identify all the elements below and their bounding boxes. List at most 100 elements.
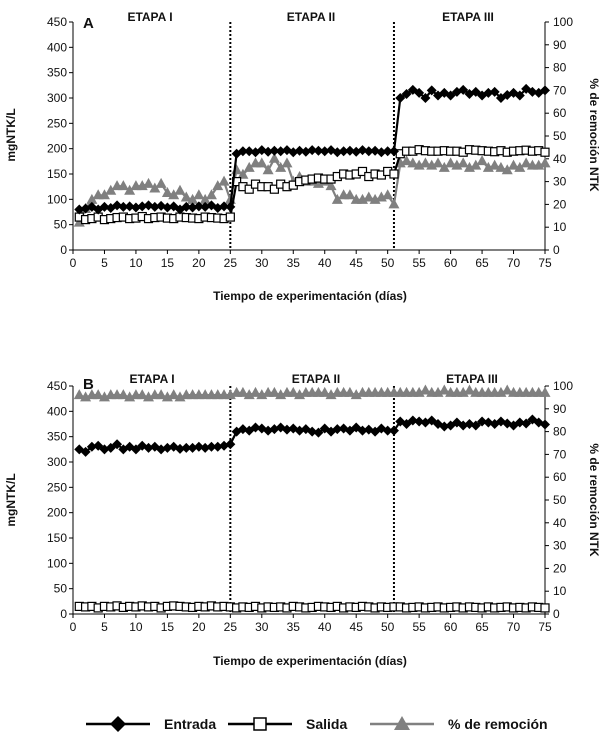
panel-a-y2-tick-label: 60 xyxy=(553,106,567,120)
panel-a-y-tick-label: 350 xyxy=(47,66,67,80)
legend-entry-salida: Salida xyxy=(228,716,347,732)
panel-a-remocion-point xyxy=(193,189,204,199)
panel-b-x-tick-label: 55 xyxy=(412,620,426,634)
panel-a-y-tick-label: 300 xyxy=(47,91,67,105)
panel-b-x-axis-label: Tiempo de experimentación (días) xyxy=(213,654,407,668)
panel-a-y-tick-label: 400 xyxy=(47,40,67,54)
panel-b-x-tick-label: 30 xyxy=(255,620,269,634)
panel-b-y2-tick-label: 40 xyxy=(553,516,567,530)
panel-a-x-tick-label: 50 xyxy=(381,256,395,270)
panel-a-x-tick-label: 5 xyxy=(101,256,108,270)
panel-b-series-triangle xyxy=(74,385,551,402)
panel-b-y-tick-label: 150 xyxy=(47,531,67,545)
panel-a-x-tick-label: 65 xyxy=(475,256,489,270)
panel-b-x-tick-label: 10 xyxy=(129,620,143,634)
panel-a-x-tick-label: 15 xyxy=(161,256,175,270)
panel-b-y-tick-label: 300 xyxy=(47,455,67,469)
panel-a-remocion-point xyxy=(219,176,230,186)
panel-a-y2-tick-label: 10 xyxy=(553,220,567,234)
panel-a-remocion-point xyxy=(458,157,469,167)
panel-a-remocion-point xyxy=(433,157,444,167)
panel-a-x-axis-label: Tiempo de experimentación (días) xyxy=(213,289,407,303)
panel-a-x-tick-label: 30 xyxy=(255,256,269,270)
panel-b-y2-tick-label: 100 xyxy=(553,379,573,393)
panel-a-y2-tick-label: 100 xyxy=(553,15,573,29)
panel-b-x-tick-label: 25 xyxy=(224,620,238,634)
panel-a-label: A xyxy=(83,15,94,32)
panel-a-x-tick-label: 55 xyxy=(412,256,426,270)
panel-b-y2-tick-label: 70 xyxy=(553,447,567,461)
panel-b-series-diamond xyxy=(74,414,550,456)
panel-a-y2-tick-label: 30 xyxy=(553,175,567,189)
panel-a-x-tick-label: 0 xyxy=(70,256,77,270)
panel-b-y2-tick-label: 50 xyxy=(553,493,567,507)
panel-a-y2-tick-label: 50 xyxy=(553,129,567,143)
panel-a-remocion-point xyxy=(281,157,292,167)
panel-a-x-tick-label: 10 xyxy=(129,256,143,270)
panel-b-y2-axis-label: % de remoción NTK xyxy=(587,443,601,557)
panel-b-x-tick-label: 60 xyxy=(444,620,458,634)
panel-b-x-tick-label: 45 xyxy=(350,620,364,634)
panel-a-x-tick-label: 45 xyxy=(350,256,364,270)
panel-b-x-tick-label: 15 xyxy=(161,620,175,634)
panel-a-y-tick-label: 50 xyxy=(54,218,68,232)
panel-a-x-tick-label: 40 xyxy=(318,256,332,270)
panel-a-y-tick-label: 200 xyxy=(47,142,67,156)
panel-a-stage-3-label: ETAPA III xyxy=(442,10,494,24)
panel-a-y2-tick-label: 20 xyxy=(553,197,567,211)
panel-a-y-tick-label: 0 xyxy=(60,243,67,257)
legend-entry-remocion: % de remoción xyxy=(370,716,548,732)
legend-entry-entrada: Entrada xyxy=(86,716,216,732)
panel-a-y2-tick-label: 0 xyxy=(553,243,560,257)
panel-b-x-tick-label: 40 xyxy=(318,620,332,634)
panel-a-y-axis-label: mgNTK/L xyxy=(4,108,18,161)
panel-a-x-tick-label: 25 xyxy=(224,256,238,270)
legend-remocion-label: % de remoción xyxy=(448,716,548,732)
panel-b-y-tick-label: 350 xyxy=(47,430,67,444)
panel-b-y2-tick-label: 90 xyxy=(553,402,567,416)
panel-a-y2-tick-label: 90 xyxy=(553,38,567,52)
panel-a-y-tick-label: 100 xyxy=(47,192,67,206)
panel-b-x-tick-label: 5 xyxy=(101,620,108,634)
panel-a-x-tick-label: 35 xyxy=(287,256,301,270)
panel-b-y2-tick-label: 10 xyxy=(553,584,567,598)
legend-entrada-marker xyxy=(110,716,126,732)
panel-a-stage-1-label: ETAPA I xyxy=(127,10,172,24)
panel-a-y2-tick-label: 80 xyxy=(553,61,567,75)
legend-salida-label: Salida xyxy=(306,716,347,732)
panel-b-y-tick-label: 250 xyxy=(47,480,67,494)
panel-a-salida-point xyxy=(226,213,234,221)
panel-b-x-tick-label: 50 xyxy=(381,620,395,634)
panel-b-stage-3-label: ETAPA III xyxy=(446,372,498,386)
panel-b-y-tick-label: 450 xyxy=(47,379,67,393)
panel-b-x-tick-label: 35 xyxy=(287,620,301,634)
panel-a-salida-point xyxy=(390,170,398,178)
panel-a-y-tick-label: 250 xyxy=(47,116,67,130)
panel-b-y2-tick-label: 0 xyxy=(553,607,560,621)
legend-entrada-label: Entrada xyxy=(164,716,216,732)
panel-a-stage-2-label: ETAPA II xyxy=(287,10,335,24)
panel-a-y2-axis-label: % de remoción NTK xyxy=(587,78,601,192)
panel-b-y-tick-label: 100 xyxy=(47,556,67,570)
panel-b-y2-tick-label: 30 xyxy=(553,539,567,553)
legend: Entrada Salida % de remoción xyxy=(86,716,548,732)
panel-a: A ETAPA I ETAPA II ETAPA III mgNTK/L % d… xyxy=(4,10,601,303)
panel-a-remocion-point xyxy=(477,155,488,165)
panel-a-x-tick-label: 20 xyxy=(192,256,206,270)
panel-b-y2-tick-label: 60 xyxy=(553,470,567,484)
panel-b-y-axis-label: mgNTK/L xyxy=(4,473,18,526)
panel-b-y2-tick-label: 80 xyxy=(553,425,567,439)
panel-b-x-tick-label: 75 xyxy=(538,620,552,634)
panel-b-series-square-open xyxy=(75,602,549,612)
panel-b-x-tick-label: 20 xyxy=(192,620,206,634)
panel-a-remocion-point xyxy=(143,178,154,188)
legend-salida-marker xyxy=(254,718,266,730)
panel-b-x-tick-label: 0 xyxy=(70,620,77,634)
panel-b-x-tick-label: 70 xyxy=(507,620,521,634)
panel-a-y-tick-label: 150 xyxy=(47,167,67,181)
panel-b: B ETAPA I ETAPA II ETAPA III mgNTK/L % d… xyxy=(4,372,601,668)
panel-b-y-tick-label: 0 xyxy=(60,607,67,621)
panel-b-salida-point xyxy=(541,604,549,612)
panel-a-x-tick-label: 70 xyxy=(507,256,521,270)
